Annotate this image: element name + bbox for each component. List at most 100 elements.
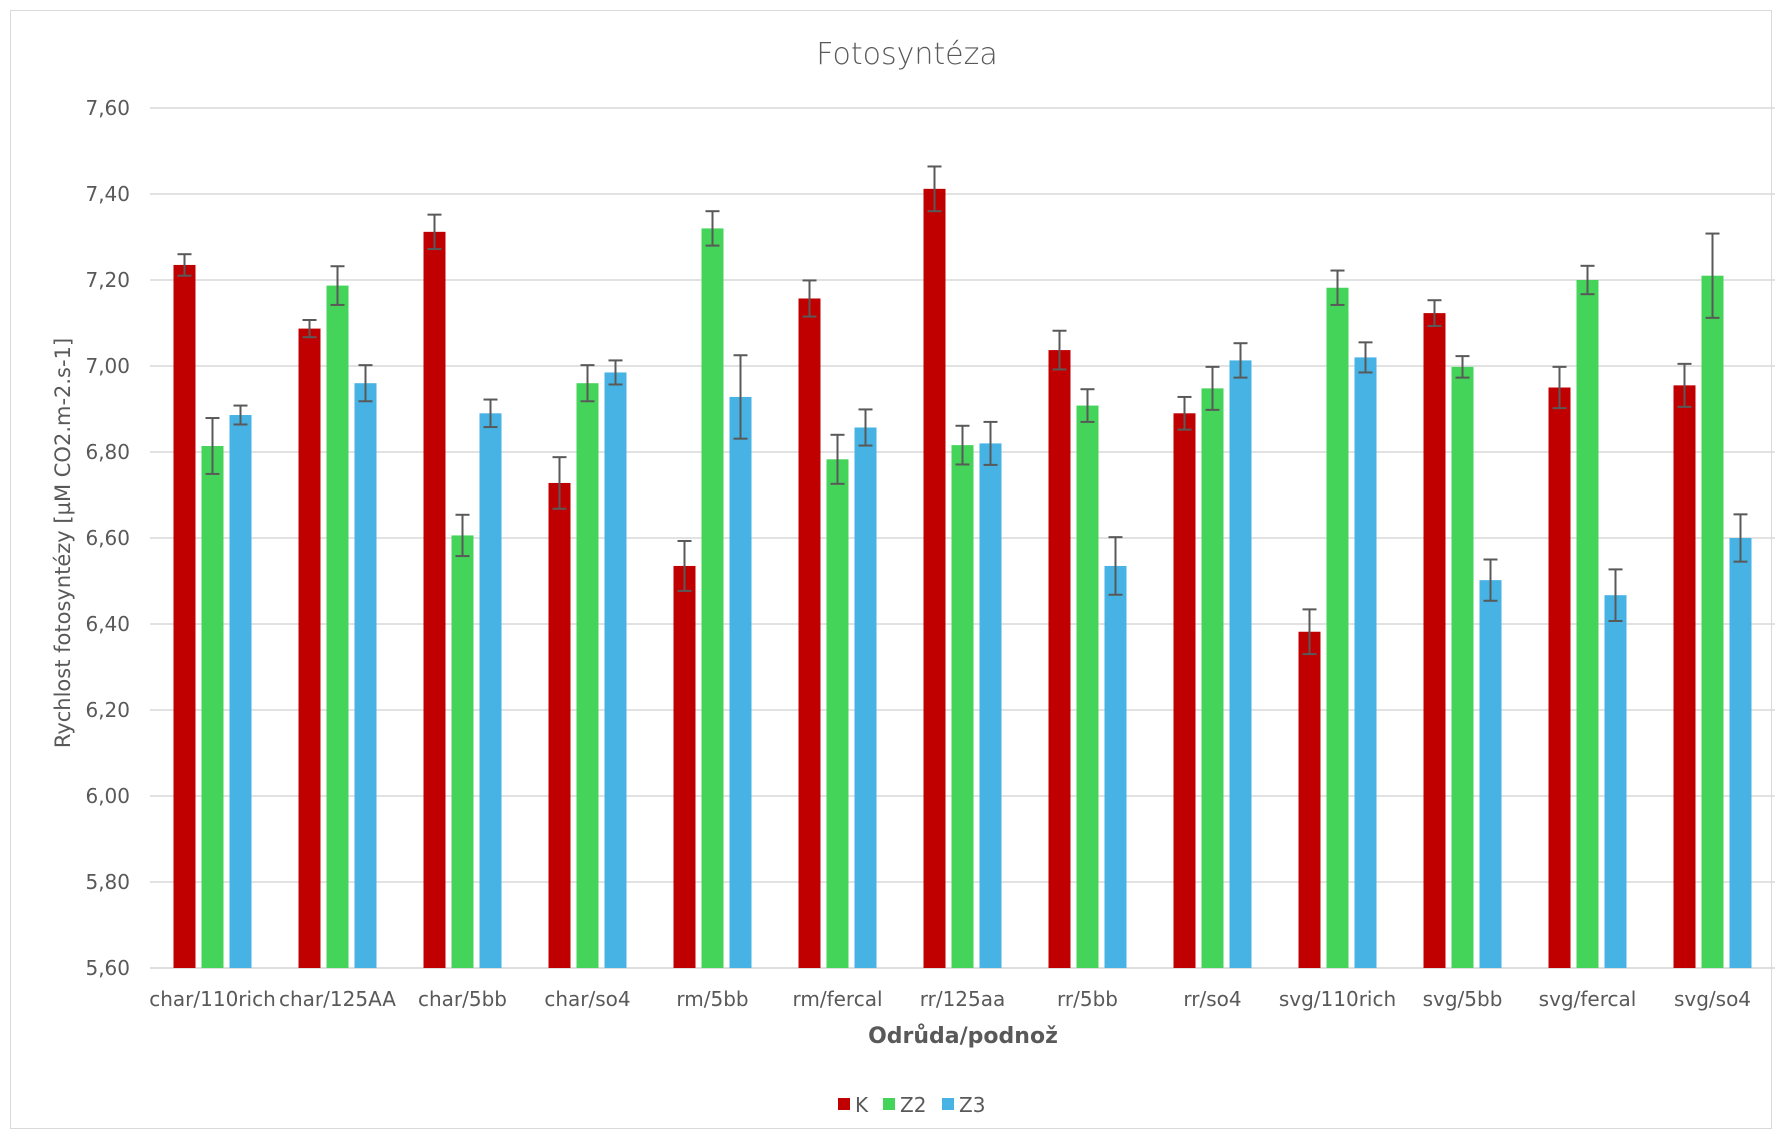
legend-label-z2: Z2 (900, 1093, 926, 1117)
y-axis-title: Rychlost fotosyntézy [µM CO2.m-2.s-1] (51, 338, 75, 748)
x-tick-label: char/5bb (418, 987, 507, 1011)
error-bar (233, 404, 248, 426)
y-tick-label: 6,80 (85, 440, 130, 464)
y-tick-label: 7,60 (85, 96, 130, 120)
y-tick-label: 7,40 (85, 182, 130, 206)
x-tick-label: char/110rich (149, 987, 276, 1011)
bar-z2 (326, 285, 349, 969)
bar-k (548, 482, 571, 968)
bar-z2 (1576, 280, 1599, 968)
error-bar (552, 456, 567, 510)
error-bar (1233, 342, 1248, 379)
x-tick-label: rm/fercal (792, 987, 882, 1011)
bar-z3 (604, 372, 627, 968)
error-bar (1052, 329, 1067, 371)
error-bar (1483, 558, 1498, 602)
legend-label-z3: Z3 (959, 1093, 985, 1117)
y-tick-label: 7,00 (85, 354, 130, 378)
error-bar (677, 540, 692, 592)
error-bar (830, 433, 845, 485)
error-bar (1330, 269, 1345, 306)
error-bar (330, 265, 345, 306)
x-tick-label: svg/5bb (1423, 987, 1503, 1011)
bar-z2 (951, 445, 974, 968)
x-tick-labels: char/110rich char/125AA char/5bb char/so4 rm… (149, 987, 1751, 1011)
x-tick-label: rm/5bb (676, 987, 748, 1011)
error-bar (1205, 365, 1220, 411)
error-bar (955, 424, 970, 466)
error-bar (1302, 608, 1317, 656)
error-bar (1358, 341, 1373, 374)
x-tick-label: rr/5bb (1057, 987, 1118, 1011)
error-bar (983, 420, 998, 466)
bar-k (298, 328, 321, 969)
bar-z3 (1104, 565, 1127, 968)
legend-swatch-z3 (942, 1098, 954, 1110)
y-tick-labels: 5,60 5,80 6,00 6,20 6,40 6,60 6,80 7,00 7,20 7,40… (85, 96, 130, 980)
bar-k (1173, 413, 1196, 968)
x-tick-label: svg/110rich (1279, 987, 1396, 1011)
y-tick-label: 5,80 (85, 870, 130, 894)
error-bar (358, 364, 373, 403)
bar-z2 (1201, 388, 1224, 968)
error-bar (1455, 355, 1470, 379)
bar-z2 (826, 459, 849, 968)
chart-title: Fotosyntéza (816, 37, 997, 72)
bar-k (1423, 313, 1446, 968)
error-bar (1177, 395, 1192, 431)
error-bar (455, 513, 470, 558)
bar-k (1673, 385, 1696, 969)
bar-z3 (229, 415, 252, 968)
error-bar (733, 354, 748, 440)
bar-z3 (1604, 595, 1627, 968)
bar-k (1048, 350, 1071, 969)
bar-k (923, 188, 946, 969)
error-bar (580, 364, 595, 403)
error-bar (1733, 513, 1748, 563)
x-tick-label: char/125AA (279, 987, 396, 1011)
error-bar (802, 279, 817, 318)
error-bar (205, 417, 220, 475)
bar-z3 (354, 383, 377, 968)
error-bar (858, 408, 873, 447)
bar-z3 (854, 427, 877, 968)
bar-z2 (576, 383, 599, 968)
bar-z2 (1076, 405, 1099, 968)
error-bar (302, 318, 317, 339)
error-bar (1608, 568, 1623, 622)
bar-k (423, 231, 446, 969)
bar-k (1298, 631, 1321, 968)
x-axis-title: Odrůda/podnož (868, 1024, 1058, 1049)
x-tick-label: char/so4 (544, 987, 630, 1011)
error-bar (608, 359, 623, 386)
y-tick-label: 7,20 (85, 268, 130, 292)
y-tick-label: 6,40 (85, 612, 130, 636)
error-bar (705, 210, 720, 247)
bar-z2 (201, 445, 224, 969)
bar-k (798, 298, 821, 968)
error-bar (1552, 365, 1567, 410)
bar-k (1548, 387, 1571, 968)
bar-z3 (979, 443, 1002, 968)
bar-z2 (1326, 287, 1349, 968)
error-bar (1080, 388, 1095, 423)
error-bar (1677, 362, 1692, 408)
x-tick-label: svg/so4 (1674, 987, 1751, 1011)
y-tick-label: 6,60 (85, 526, 130, 550)
error-bar (1705, 232, 1720, 319)
error-bar (177, 253, 192, 277)
bar-z2 (1451, 366, 1474, 968)
bars (173, 188, 1752, 969)
x-tick-label: svg/fercal (1539, 987, 1637, 1011)
y-tick-label: 6,20 (85, 698, 130, 722)
error-bars (177, 165, 1748, 656)
error-bar (427, 213, 442, 251)
bar-z2 (1701, 275, 1724, 968)
legend-swatch-z2 (883, 1098, 895, 1110)
bar-z3 (479, 413, 502, 968)
error-bar (1427, 299, 1442, 328)
error-bar (927, 165, 942, 213)
legend-swatch-k (838, 1098, 850, 1110)
bar-z3 (1354, 357, 1377, 968)
